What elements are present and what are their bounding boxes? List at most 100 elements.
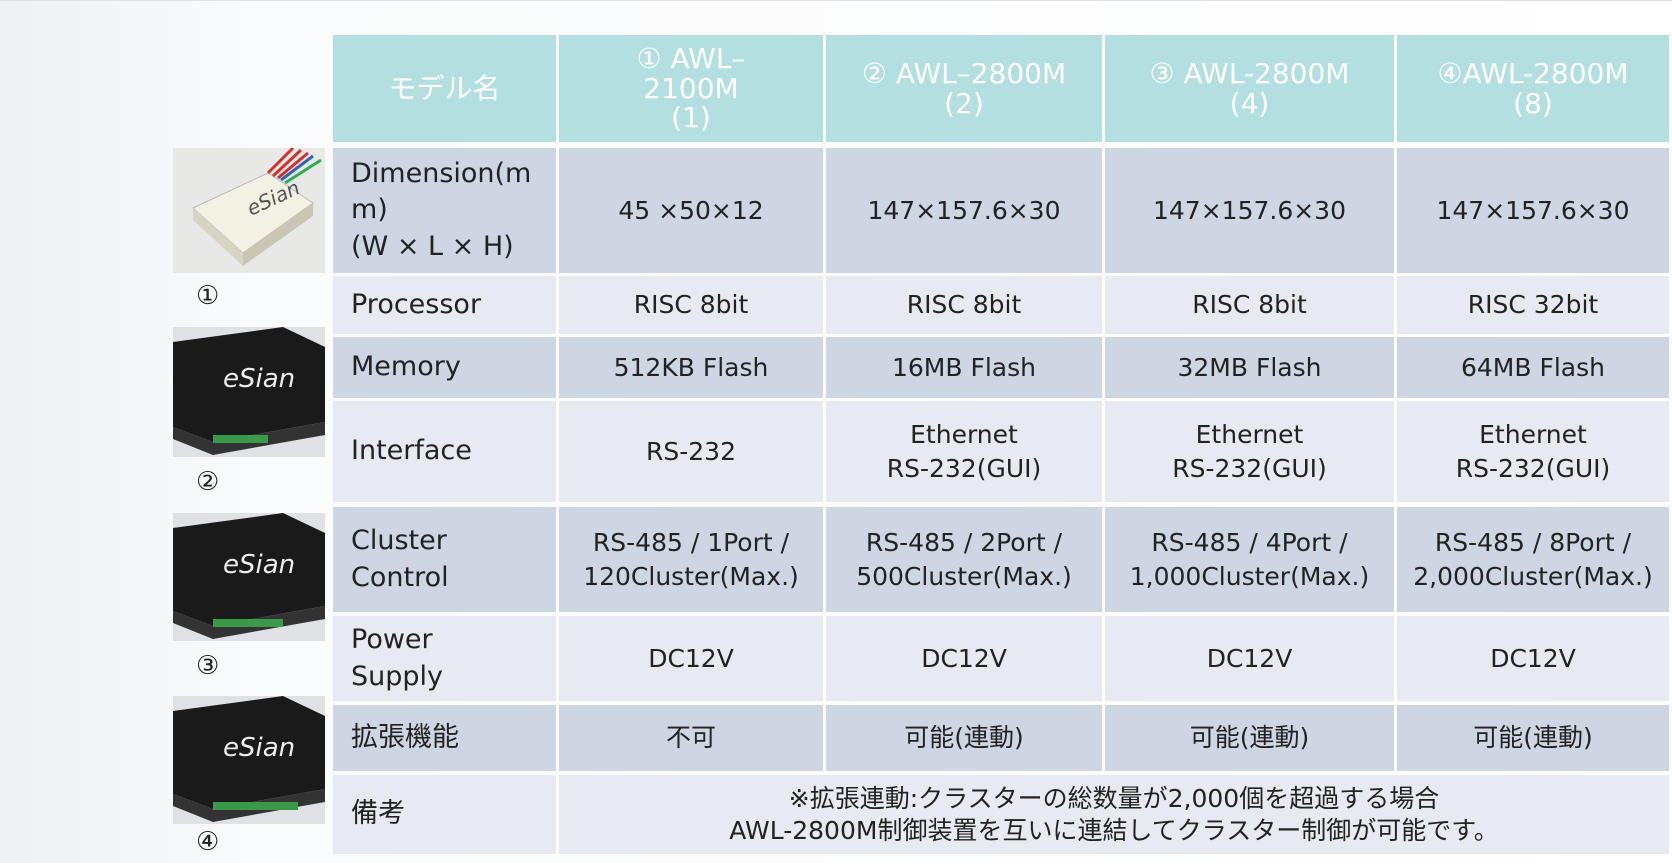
text-line: RISC 8bit: [906, 290, 1022, 320]
text-line: Interface: [351, 435, 472, 467]
text-line: 500Cluster(Max.): [856, 561, 1072, 591]
data-cell: RS-485 / 8Port / 2,000Cluster(Max.): [1397, 507, 1669, 612]
text-line: RS-485 / 4Port /: [1151, 527, 1348, 557]
svg-text:eSian: eSian: [223, 733, 295, 763]
data-cell: 64MB Flash: [1397, 337, 1669, 398]
text-line: RS-232: [646, 436, 736, 466]
header-cell: ① AWL– 2100M (1): [559, 35, 823, 142]
text-line: 147×157.6×30: [1436, 195, 1630, 225]
text-line: (8): [1513, 86, 1553, 120]
text-line: RS-485 / 8Port /: [1434, 527, 1632, 557]
text-line: 45 ×50×12: [618, 195, 764, 225]
text-line: Dimension(m: [351, 157, 532, 189]
data-cell: Ethernet RS-232(GUI): [1105, 401, 1394, 502]
text-line: 1,000Cluster(Max.): [1129, 561, 1370, 591]
data-cell: 不可: [559, 705, 823, 771]
text-line: Processor: [351, 288, 482, 320]
text-line: RS-485 / 2Port /: [865, 527, 1063, 557]
text-line: RISC 8bit: [1192, 290, 1307, 320]
data-cell: RS-485 / 1Port / 120Cluster(Max.): [559, 507, 823, 612]
text-line: 不可: [665, 723, 716, 753]
photo-caption: ④: [196, 827, 220, 857]
text-line: ※拡張連動:クラスターの総数量が2,000個を超過する場合: [788, 784, 1440, 814]
text-line: 備考: [351, 798, 405, 830]
photo-caption: ①: [196, 281, 220, 311]
text-line: Ethernet: [1479, 419, 1587, 449]
data-cell: RISC 8bit: [1105, 276, 1394, 334]
text-line: 2100M: [643, 71, 739, 105]
data-cell: 45 ×50×12: [559, 148, 823, 273]
text-line: Ethernet: [910, 419, 1018, 449]
data-cell: 32MB Flash: [1105, 337, 1394, 398]
text-line: (W × L × H): [351, 230, 514, 262]
product-photo: eSian: [173, 148, 325, 273]
header-cell: モデル名: [333, 35, 556, 142]
data-cell: RISC 8bit: [826, 276, 1102, 334]
data-cell: RISC 32bit: [1397, 276, 1669, 334]
text-line: 拡張機能: [351, 721, 459, 753]
text-line: 32MB Flash: [1177, 352, 1322, 382]
text-line: Power: [351, 624, 433, 656]
text-line: 64MB Flash: [1461, 352, 1605, 382]
product-photo: eSian: [173, 696, 325, 824]
data-cell: 可能(連動): [1397, 705, 1669, 771]
text-line: (1): [671, 101, 711, 135]
row-label: Power Supply: [333, 616, 556, 701]
data-cell: RS-232: [559, 401, 823, 502]
text-line: RISC 32bit: [1467, 290, 1599, 320]
text-line: DC12V: [1206, 643, 1293, 673]
svg-text:eSian: eSian: [223, 364, 295, 394]
text-line: ② AWL–2800M: [861, 57, 1067, 91]
header-cell: ④AWL-2800M (8): [1397, 35, 1669, 142]
text-line: DC12V: [648, 643, 734, 673]
product-photo: eSian: [173, 327, 325, 457]
text-line: RISC 8bit: [633, 290, 749, 320]
text-line: 120Cluster(Max.): [583, 561, 799, 591]
text-line: 147×157.6×30: [867, 195, 1061, 225]
photo-caption: ②: [196, 467, 220, 497]
data-cell: RS-485 / 2Port / 500Cluster(Max.): [826, 507, 1102, 612]
header-cell: ③ AWL-2800M (4): [1105, 35, 1394, 142]
text-line: Memory: [351, 351, 461, 383]
data-cell: 可能(連動): [1105, 705, 1394, 771]
text-line: 2,000Cluster(Max.): [1413, 561, 1653, 591]
data-cell: RISC 8bit: [559, 276, 823, 334]
text-line: 512KB Flash: [613, 352, 769, 382]
data-cell: Ethernet RS-232(GUI): [826, 401, 1102, 502]
row-label: Cluster Control: [333, 507, 556, 612]
text-line: RS-232(GUI): [1455, 453, 1611, 483]
text-line: Supply: [351, 660, 444, 692]
text-line: Ethernet: [1195, 419, 1304, 449]
text-line: AWL-2800M制御装置を互いに連結してクラスター制御が可能です。: [729, 815, 1499, 845]
row-label: Interface: [333, 401, 556, 502]
text-line: ① AWL–: [636, 42, 746, 76]
data-cell: 512KB Flash: [559, 337, 823, 398]
text-line: モデル名: [388, 71, 501, 105]
text-line: 可能(連動): [1473, 723, 1593, 753]
data-cell: 16MB Flash: [826, 337, 1102, 398]
text-line: RS-232(GUI): [1172, 453, 1327, 483]
row-label: Processor: [333, 276, 556, 334]
text-line: m): [351, 194, 388, 226]
text-line: ④AWL-2800M: [1437, 57, 1629, 91]
text-line: RS-232(GUI): [886, 453, 1042, 483]
photo-caption: ③: [196, 651, 220, 681]
data-cell: ※拡張連動:クラスターの総数量が2,000個を超過する場合 AWL-2800M制御…: [559, 775, 1669, 854]
text-line: (2): [944, 86, 984, 120]
data-cell: RS-485 / 4Port / 1,000Cluster(Max.): [1105, 507, 1394, 612]
text-line: 可能(連動): [904, 723, 1024, 753]
data-cell: DC12V: [826, 616, 1102, 701]
product-photo: eSian: [173, 513, 325, 641]
data-cell: DC12V: [559, 616, 823, 701]
row-label: 備考: [333, 775, 556, 854]
row-label: Dimension(m m) (W × L × H): [333, 148, 556, 273]
data-cell: 147×157.6×30: [1105, 148, 1394, 273]
data-cell: 可能(連動): [826, 705, 1102, 771]
text-line: 147×157.6×30: [1153, 195, 1346, 225]
text-line: 16MB Flash: [892, 352, 1036, 382]
data-cell: Ethernet RS-232(GUI): [1397, 401, 1669, 502]
text-line: Cluster: [351, 525, 447, 557]
text-line: Control: [351, 561, 449, 593]
text-line: 可能(連動): [1189, 723, 1310, 753]
